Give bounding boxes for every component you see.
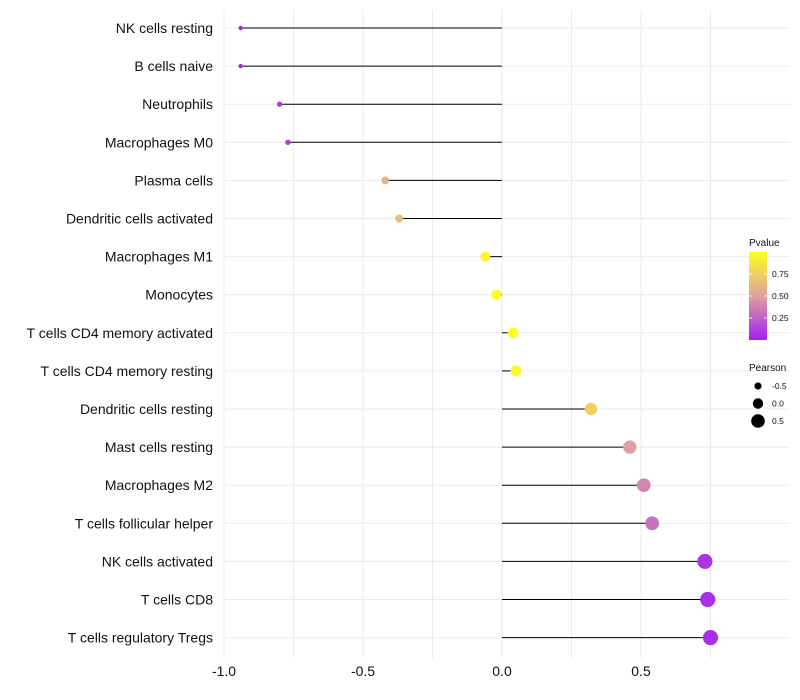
category-label: NK cells activated: [102, 553, 213, 569]
lollipop-point: [636, 478, 651, 493]
x-tick-label: -0.5: [351, 663, 375, 679]
pvalue-legend: Pvalue 0.25 0.50 0.75: [749, 238, 789, 340]
lollipop-point: [238, 63, 243, 69]
lollipop-point: [480, 251, 491, 262]
category-label: T cells CD8: [141, 592, 213, 608]
category-label: Macrophages M2: [105, 477, 213, 493]
lollipop-point: [584, 402, 598, 416]
x-tick-labels: -1.0 -0.5 0.0 0.5: [212, 663, 651, 679]
stem-layer: [240, 27, 711, 639]
lollipop-point: [285, 139, 291, 146]
category-label: B cells naive: [134, 58, 213, 74]
category-label: Monocytes: [145, 287, 213, 303]
lollipop-point: [381, 176, 390, 185]
category-label: T cells CD4 memory activated: [27, 325, 213, 341]
size-legend-label: 0.0: [772, 399, 784, 409]
category-label: T cells CD4 memory resting: [41, 363, 213, 379]
category-label: Plasma cells: [134, 172, 213, 188]
lollipop-point: [238, 25, 243, 31]
colorbar-tick-label: 0.50: [772, 291, 789, 301]
category-label: Macrophages M0: [105, 134, 213, 150]
lollipop-point: [702, 630, 719, 646]
category-label: Macrophages M1: [105, 249, 213, 265]
category-label: T cells regulatory Tregs: [68, 630, 213, 646]
pearson-legend-title: Pearson: [749, 363, 786, 374]
x-tick-label: -1.0: [212, 663, 236, 679]
colorbar-tick-label: 0.25: [772, 313, 789, 323]
size-legend-key: [754, 382, 762, 390]
category-label: Neutrophils: [142, 96, 213, 112]
x-tick-label: 0.0: [492, 663, 512, 679]
lollipop-point: [623, 440, 637, 454]
size-legend-label: 0.5: [772, 416, 784, 426]
lollipop-point: [510, 365, 522, 377]
category-label: Dendritic cells activated: [66, 211, 213, 227]
pvalue-colorbar: [749, 252, 767, 340]
lollipop-point: [395, 214, 404, 223]
size-legend-key: [751, 414, 765, 428]
lollipop-point: [276, 101, 283, 107]
point-layer: [238, 25, 719, 646]
size-legend-label: -0.5: [772, 381, 787, 391]
category-label: Mast cells resting: [105, 439, 213, 455]
category-label: T cells follicular helper: [75, 515, 214, 531]
lollipop-point: [700, 591, 716, 608]
category-label: Dendritic cells resting: [80, 401, 213, 417]
lollipop-point: [491, 289, 502, 300]
lollipop-point: [645, 516, 660, 531]
size-legend-key: [752, 398, 764, 409]
lollipop-point: [697, 553, 713, 569]
lollipop-point: [507, 327, 519, 339]
category-labels: NK cells resting B cells naive Neutrophils…: [27, 20, 214, 646]
pvalue-legend-title: Pvalue: [749, 238, 780, 249]
pearson-legend: Pearson -0.5 0.0 0.5: [749, 363, 787, 428]
category-label: NK cells resting: [116, 20, 213, 36]
x-tick-label: 0.5: [631, 663, 651, 679]
colorbar-tick-label: 0.75: [772, 269, 789, 279]
